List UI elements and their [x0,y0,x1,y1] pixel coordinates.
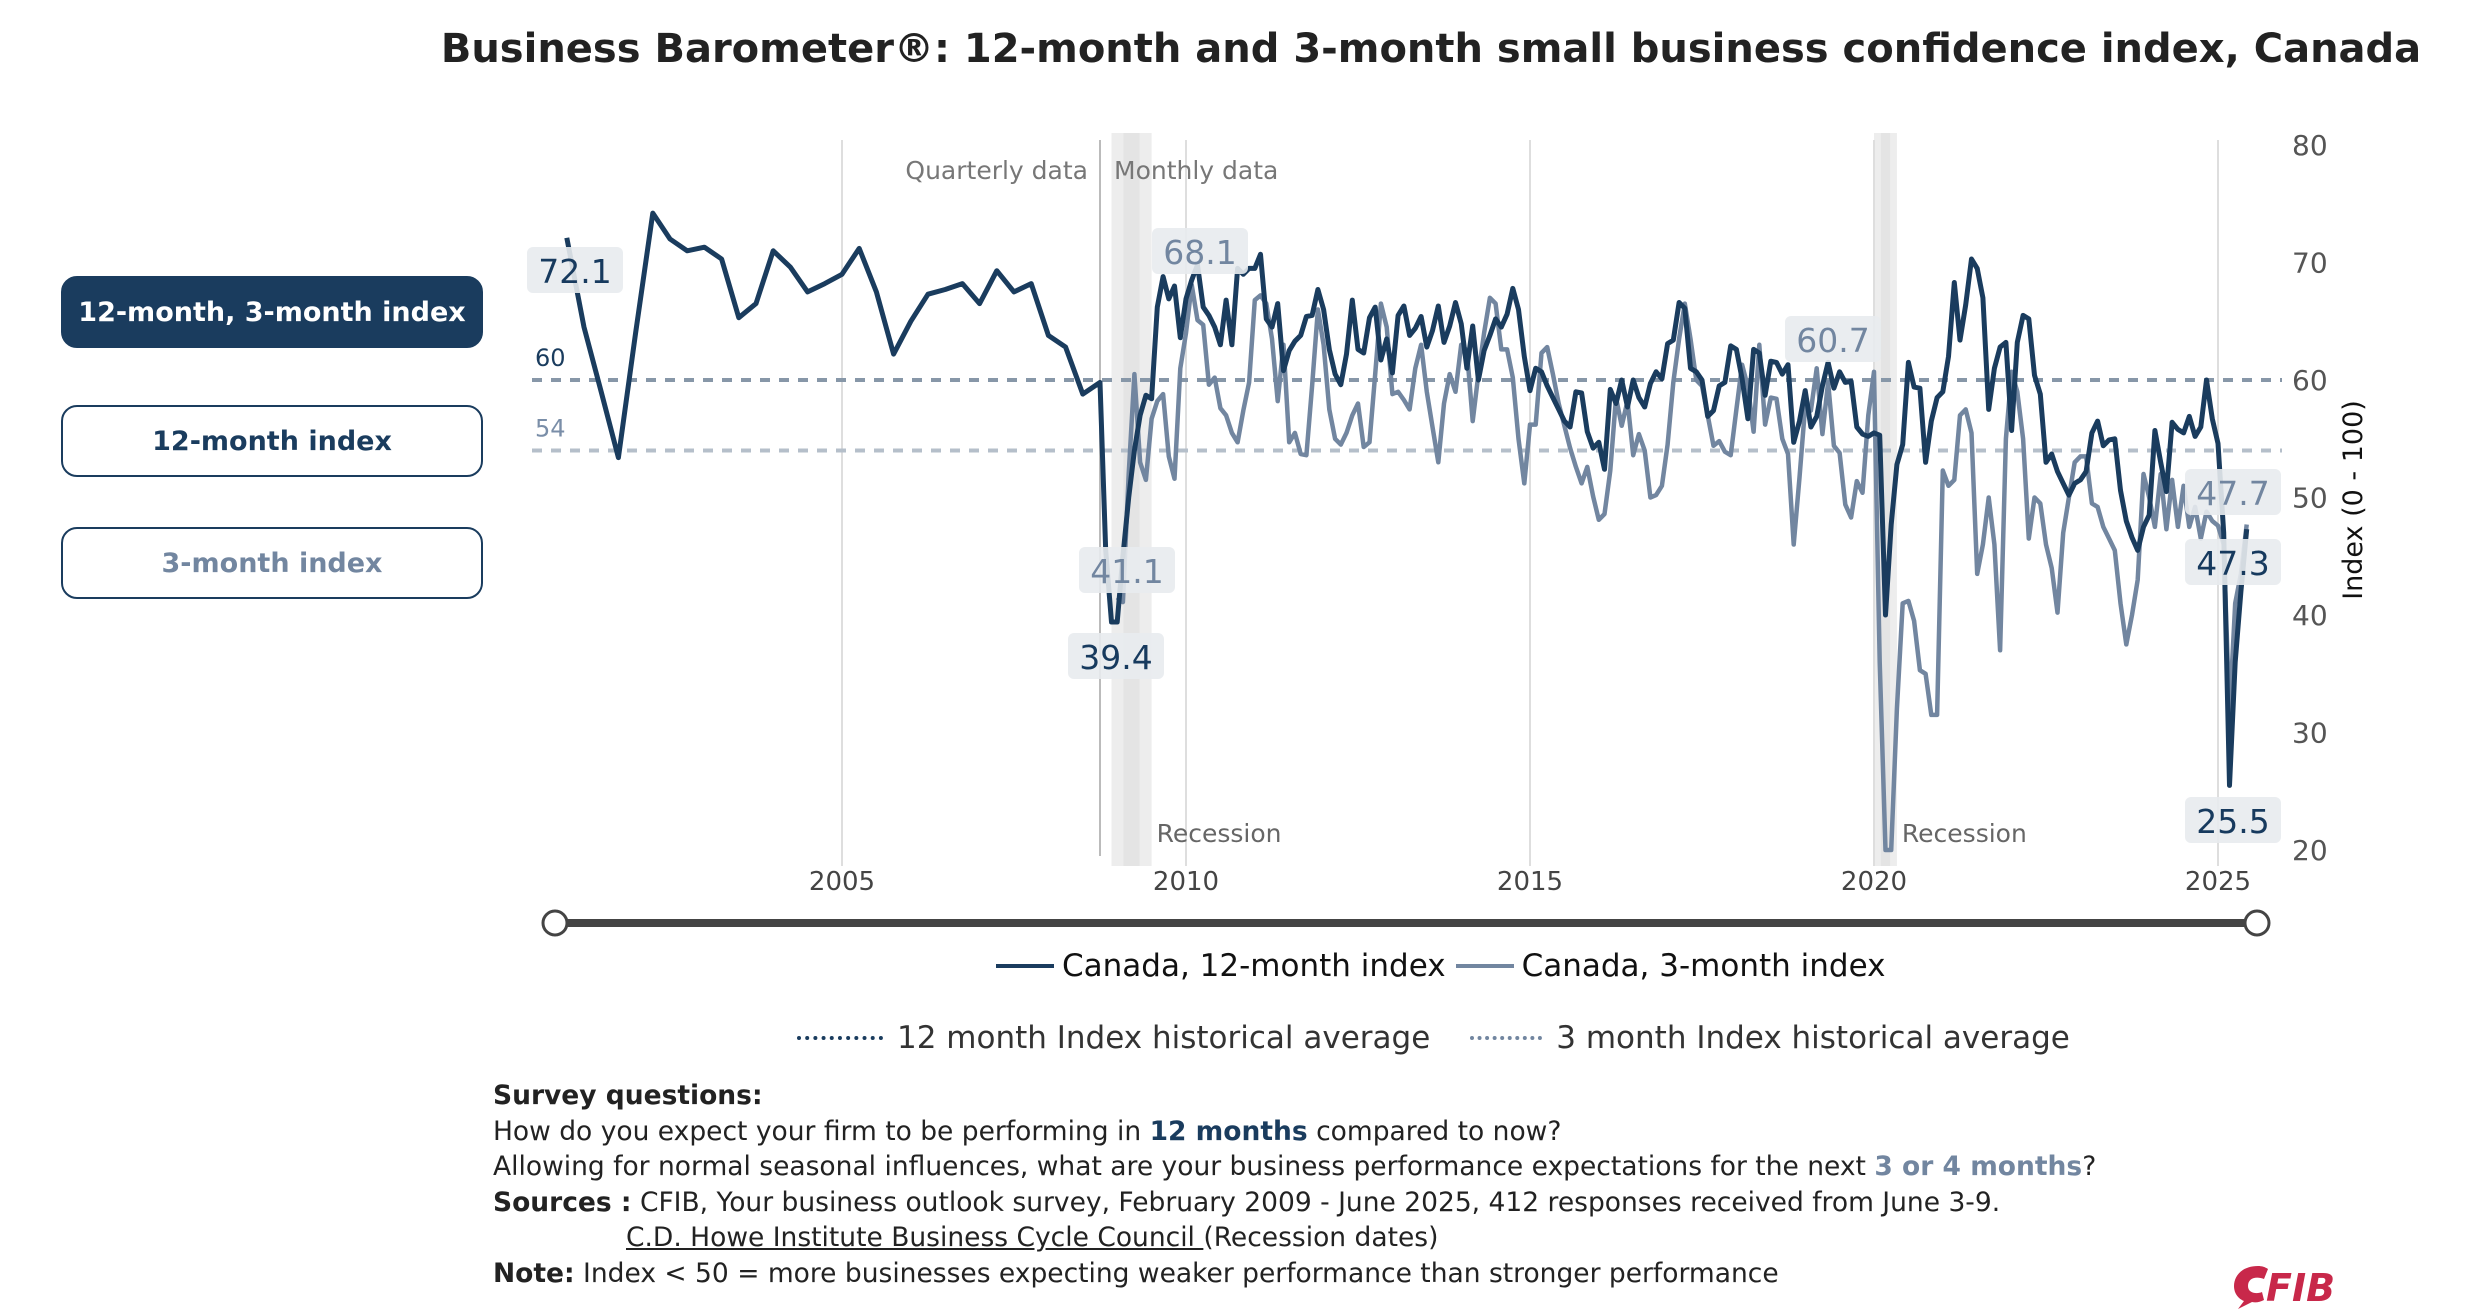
legend-label-12-month-average: 12 month Index historical average [897,1020,1431,1056]
x-tick-label: 2015 [1497,867,1563,897]
q1-highlight: 12 months [1149,1115,1308,1147]
y-tick-label: 60 [2292,364,2328,397]
slider-end-handle[interactable] [2243,909,2271,937]
note-text: Index < 50 = more businesses expecting w… [574,1257,1779,1289]
data-label: 47.7 [2185,469,2281,515]
average-legend: 12 month Index historical average 3 mont… [797,1020,2080,1056]
y-tick-label: 40 [2292,599,2328,632]
data-label-text: 25.5 [2196,802,2269,841]
note-line: Note: Index < 50 = more businesses expec… [493,1256,2096,1292]
sources-line: Sources : CFIB, Your business outlook su… [493,1185,2096,1221]
data-label-text: 47.7 [2196,474,2269,513]
legend-swatch-12-month-average [797,1036,883,1040]
data-label-text: 39.4 [1079,638,1152,677]
legend-label-3-month: Canada, 3-month index [1521,948,1886,984]
q2-highlight: 3 or 4 months [1874,1151,2083,1182]
data-label-box [1785,316,1881,362]
q1-text: How do you expect your firm to be perfor… [493,1115,1150,1147]
data-label: 47.3 [2185,539,2281,585]
data-label: 25.5 [2185,797,2281,843]
recession-label: Recession [1157,819,1282,848]
quarterly-data-label: Quarterly data [905,156,1088,185]
y-tick-label: 30 [2292,717,2328,750]
legend-item-3-month[interactable]: Canada, 3-month index [1455,948,1886,984]
y-tick-label: 20 [2292,834,2328,867]
x-tick-label: 2020 [1841,867,1907,897]
data-label-box [2185,539,2281,585]
legend-label-3-month-average: 3 month Index historical average [1556,1020,2070,1056]
legend-swatch-3-month [1455,964,1514,968]
legend-swatch-12-month [996,964,1054,968]
data-label-box [1152,228,1248,274]
x-tick-label: 2005 [809,867,875,897]
notes-block: Survey questions: How do you expect your… [493,1078,2096,1291]
data-label-text: 41.1 [1090,552,1163,591]
series-line-3-month [1115,282,2249,853]
recession-band-core [1880,133,1891,866]
recession-label: Recession [1902,819,2027,848]
view-12-month-button[interactable]: 12-month index [61,405,483,477]
q2-text-end: ? [2082,1151,2097,1182]
legend-item-3-month-average: 3 month Index historical average [1470,1020,2070,1056]
sources-text: CFIB, Your business outlook survey, Febr… [631,1186,2001,1218]
x-tick-label: 2010 [1153,867,1219,897]
data-label: 68.1 [1152,228,1248,274]
recession-dates-text: (Recession dates) [1203,1222,1439,1253]
data-label-box [1068,633,1164,679]
range-slider[interactable] [541,909,2271,937]
legend-item-12-month[interactable]: Canada, 12-month index [996,948,1446,984]
data-label: 39.4 [1068,633,1164,679]
cd-howe-link[interactable]: C.D. Howe Institute Business Cycle Counc… [626,1222,1204,1253]
q1-text-end: compared to now? [1307,1115,1562,1147]
sources-line-2: C.D. Howe Institute Business Cycle Counc… [493,1220,2096,1256]
legend-label-12-month: Canada, 12-month index [1062,948,1446,984]
legend-item-12-month-average: 12 month Index historical average [797,1020,1430,1056]
chart-title: Business Barometer®: 12-month and 3-mont… [440,26,2422,72]
y-tick-label: 50 [2292,482,2328,515]
data-label-box [527,247,623,293]
view-both-button[interactable]: 12-month, 3-month index [61,276,483,348]
data-label-text: 60.7 [1796,321,1869,360]
data-label-text: 72.1 [538,252,611,291]
data-label-text: 47.3 [2196,544,2269,583]
series-line-12-month [564,210,2250,788]
x-tick-label: 2025 [2185,867,2251,897]
slider-start-handle[interactable] [541,909,569,937]
data-label-box [2185,469,2281,515]
average-label: 54 [535,415,566,443]
note-label: Note: [493,1257,575,1289]
y-tick-label: 80 [2292,129,2328,162]
monthly-data-label: Monthly data [1114,156,1278,185]
series-legend: Canada, 12-month index Canada, 3-month i… [996,948,1895,984]
y-axis-title: Index (0 - 100) [2338,400,2369,600]
view-3-month-label: 3-month index [161,547,383,579]
q2-text: Allowing for normal seasonal influences,… [493,1151,1875,1182]
survey-heading: Survey questions: [493,1080,763,1111]
data-label-text: 68.1 [1163,233,1236,272]
data-label: 60.7 [1785,316,1881,362]
data-label: 72.1 [527,247,623,293]
y-tick-label: 70 [2292,247,2328,280]
cfib-logo: FIB [2234,1266,2335,1310]
survey-question-3-month: Allowing for normal seasonal influences,… [493,1149,2096,1185]
data-label-box [2185,797,2281,843]
view-12-month-label: 12-month index [152,425,392,457]
recession-band-core [1123,133,1140,866]
average-label: 60 [535,344,566,372]
view-3-month-button[interactable]: 3-month index [61,527,483,599]
view-both-label: 12-month, 3-month index [78,296,466,328]
data-label: 41.1 [1079,547,1175,593]
survey-question-12-month: How do you expect your firm to be perfor… [493,1114,2096,1150]
legend-swatch-3-month-average [1470,1036,1543,1040]
sources-label: Sources : [493,1186,632,1218]
svg-text:FIB: FIB [2266,1266,2335,1310]
data-label-box [1079,547,1175,593]
